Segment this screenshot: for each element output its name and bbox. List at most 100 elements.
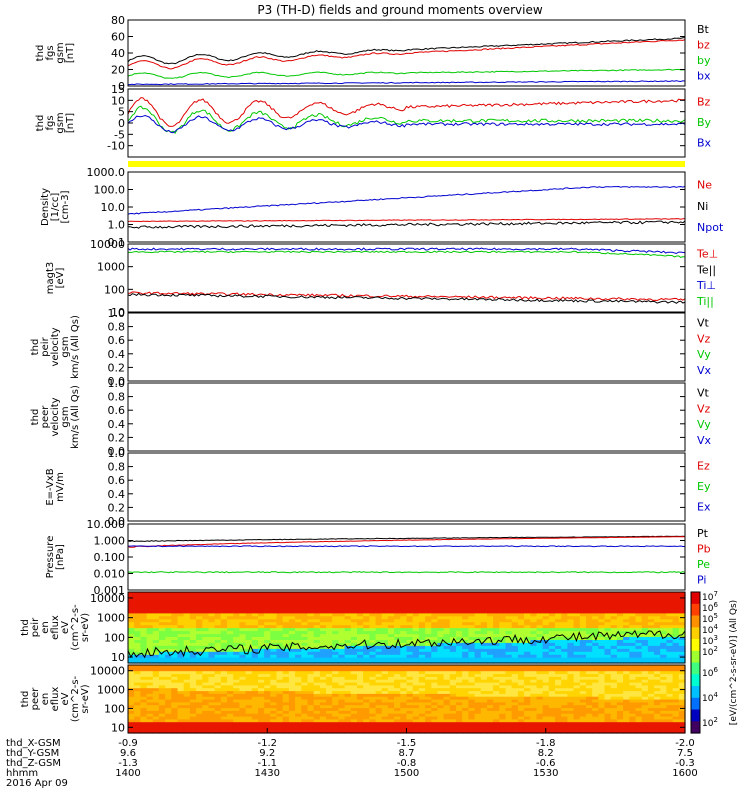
spectrogram-cell: [363, 606, 370, 611]
spectrogram-cell: [480, 612, 488, 617]
spectrogram-cell: [616, 693, 624, 697]
spectrogram-cell: [189, 657, 197, 661]
spectrogram-cell: [319, 657, 327, 661]
spectrogram-cell: [350, 615, 358, 620]
spectrogram-cell: [214, 627, 222, 632]
spectrogram-cell: [282, 673, 290, 677]
spectrogram-cell: [499, 648, 507, 652]
legend-bz: bz: [697, 39, 710, 52]
spectrogram-cell: [158, 687, 166, 692]
spectrogram-cell: [530, 727, 538, 731]
spectrogram-cell: [233, 648, 240, 652]
spectrogram-cell: [654, 701, 661, 706]
spectrogram-cell: [350, 713, 358, 717]
spectrogram-cell: [301, 687, 309, 692]
spectrogram-cell: [412, 665, 420, 669]
spectrogram-cell: [555, 721, 562, 726]
spectrogram-cell: [536, 639, 544, 643]
spectrogram-cell: [270, 710, 278, 714]
spectrogram-cell: [660, 704, 667, 709]
spectrogram-cell: [505, 704, 513, 709]
spectrogram-cell: [629, 648, 637, 652]
spectrogram-cell: [357, 597, 364, 602]
spectrogram-cell: [567, 687, 575, 692]
spectrogram-cell: [468, 667, 476, 672]
spectrogram-cell: [177, 718, 185, 723]
spectrogram-cell: [635, 716, 643, 720]
spectrogram-cell: [474, 603, 482, 608]
spectrogram-cell: [128, 693, 135, 697]
spectrogram-cell: [647, 645, 655, 649]
spectrogram-cell: [555, 673, 562, 677]
spectrogram-cell: [678, 727, 686, 731]
spectrogram-cell: [412, 730, 420, 734]
spectrogram-cell: [189, 721, 197, 726]
spectrogram-cell: [412, 651, 420, 655]
spectrogram-cell: [616, 609, 624, 614]
spectrogram-cell: [295, 633, 302, 637]
spectrogram-cell: [282, 654, 290, 658]
spectrogram-cell: [152, 724, 160, 728]
spectrogram-cell: [666, 606, 674, 611]
spectrogram-cell: [313, 707, 321, 711]
x-row-label: thd_X-GSM: [6, 738, 61, 749]
spectrogram-cell: [245, 684, 253, 689]
spectrogram-cell: [437, 639, 445, 643]
spectrogram-cell: [623, 648, 630, 652]
spectrogram-cell: [313, 639, 321, 643]
spectrogram-cell: [369, 676, 377, 680]
spectrogram-cell: [251, 713, 259, 717]
spectrogram-cell: [629, 624, 637, 629]
spectrogram-cell: [418, 660, 426, 664]
spectrogram-cell: [307, 612, 315, 617]
spectrogram-cell: [561, 633, 568, 637]
spectrogram-cell: [555, 603, 562, 608]
spectrogram-cell: [251, 639, 259, 643]
spectrogram-cell: [660, 639, 667, 643]
spectrogram-cell: [140, 612, 148, 617]
spectrogram-cell: [375, 718, 383, 723]
spectrogram-cell: [573, 699, 581, 703]
spectrogram-cell: [511, 639, 519, 643]
spectrogram-cell: [425, 690, 432, 694]
spectrogram-cell: [363, 603, 370, 608]
spectrogram-cell: [412, 606, 420, 611]
spectrogram-cell: [357, 727, 364, 731]
spectrogram-cell: [375, 716, 383, 720]
spectrogram-cell: [214, 724, 222, 728]
spectrogram-cell: [616, 654, 624, 658]
spectrogram-cell: [233, 707, 240, 711]
spectrogram-cell: [282, 630, 290, 635]
spectrogram-cell: [406, 684, 414, 689]
spectrogram-cell: [394, 687, 401, 692]
spectrogram-cell: [480, 654, 488, 658]
spectrogram-cell: [227, 654, 234, 658]
spectrogram-cell: [313, 609, 321, 614]
spectrogram-cell: [282, 592, 290, 596]
spectrogram-cell: [412, 633, 420, 637]
spectrogram-cell: [140, 648, 148, 652]
spectrogram-cell: [338, 642, 346, 646]
spectrogram-cell: [350, 612, 358, 617]
spectrogram-cell: [326, 654, 333, 658]
spectrogram-cell: [629, 597, 637, 602]
spectrogram-cell: [573, 701, 581, 706]
spectrogram-cell: [418, 673, 426, 677]
spectrogram-cell: [375, 690, 383, 694]
spectrogram-cell: [326, 660, 333, 664]
spectrogram-cell: [647, 716, 655, 720]
spectrogram-cell: [276, 721, 284, 726]
spectrogram-cell: [406, 630, 414, 635]
spectrogram-cell: [567, 670, 575, 675]
spectrogram-cell: [425, 639, 432, 643]
spectrogram-cell: [505, 654, 513, 658]
spectrogram-cell: [505, 707, 513, 711]
spectrogram-cell: [245, 699, 253, 703]
spectrogram-cell: [449, 701, 457, 706]
spectrogram-cell: [468, 621, 476, 626]
spectrogram-cell: [586, 636, 593, 640]
spectrogram-cell: [140, 651, 148, 655]
spectrogram-cell: [319, 673, 327, 677]
spectrogram-cell: [387, 713, 395, 717]
spectrogram-cell: [654, 648, 661, 652]
